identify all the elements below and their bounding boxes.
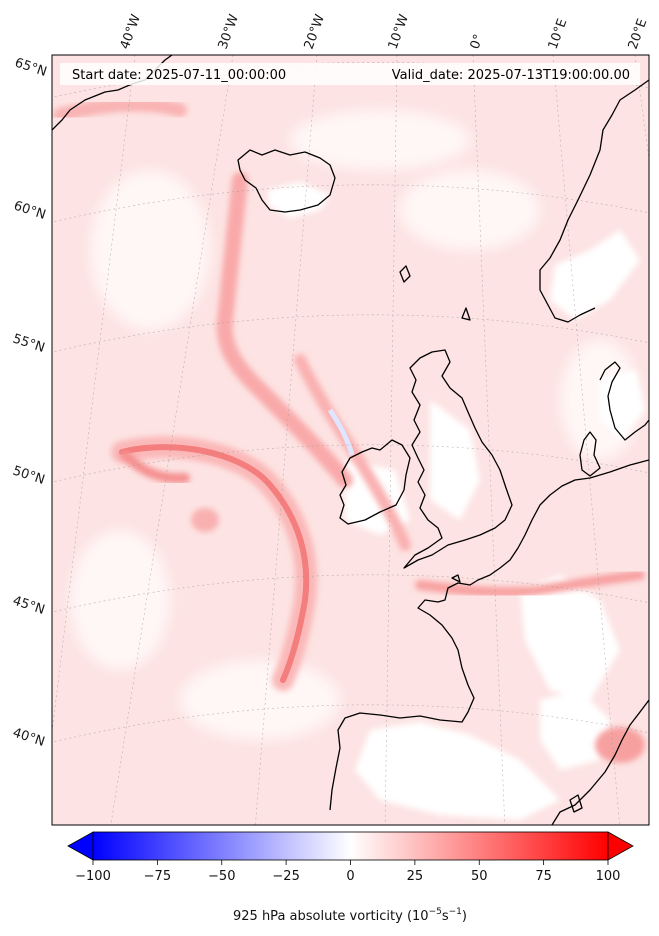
latitude-labels: 65°N 60°N 55°N 50°N 45°N 40°N bbox=[11, 56, 49, 750]
map-panel bbox=[52, 55, 649, 825]
colorbar-tick-label: 100 bbox=[596, 869, 621, 884]
header-backdrop bbox=[60, 63, 640, 85]
lon-label-10w: 10°W bbox=[386, 12, 412, 51]
colorbar-tick-label: 50 bbox=[471, 869, 488, 884]
map-frame bbox=[51, 54, 650, 826]
lat-label-50n: 50°N bbox=[11, 464, 47, 488]
colorbar-tick-label: 0 bbox=[346, 869, 354, 884]
coastlines bbox=[52, 55, 649, 825]
continent-coast bbox=[329, 459, 649, 811]
vorticity-band-northern-stream bbox=[216, 172, 353, 488]
iberia-south-coast bbox=[551, 699, 649, 825]
zero-vorticity-patches bbox=[268, 182, 645, 820]
colorbar-label-exp1: −5 bbox=[429, 907, 442, 917]
faroe-coast bbox=[399, 265, 411, 283]
longitude-labels: 40°W 30°W 20°W 10°W 0° 10°E 20°E bbox=[118, 12, 651, 51]
colorbar-label-mid: s bbox=[442, 909, 449, 924]
iceland-coast bbox=[237, 149, 336, 213]
colorbar-tick-label: 25 bbox=[407, 869, 424, 884]
vorticity-spot-west bbox=[191, 508, 219, 532]
lat-label-45n: 45°N bbox=[11, 594, 47, 618]
lat-label-55n: 55°N bbox=[11, 332, 47, 356]
denmark-coast bbox=[579, 431, 601, 477]
start-date-text: Start date: 2025-07-11_00:00:00 bbox=[72, 68, 286, 83]
colorbar-tick-label: −25 bbox=[272, 869, 299, 884]
ireland-coast bbox=[339, 439, 411, 525]
colorbar-tick-label: 75 bbox=[535, 869, 552, 884]
colorbar-label-exp2: −1 bbox=[449, 907, 462, 917]
colorbar-tick-label: −75 bbox=[144, 869, 171, 884]
vorticity-band-arc-core bbox=[119, 444, 310, 683]
lon-label-20e: 20°E bbox=[626, 17, 651, 52]
corsica-coast bbox=[569, 794, 583, 813]
colorbar-ticks: −100 −75 −50 −25 0 25 50 75 100 bbox=[75, 860, 620, 884]
norway-coast bbox=[539, 79, 649, 323]
colorbar-label-end: ) bbox=[462, 909, 467, 924]
colorbar-tick-label: −50 bbox=[208, 869, 235, 884]
sweden-coast bbox=[599, 361, 649, 441]
colorbar: −100 −75 −50 −25 0 25 50 75 100 925 hPa absolute… bbox=[67, 831, 634, 924]
vorticity-band-frontal bbox=[294, 354, 411, 551]
colorbar-label-main: 925 hPa absolute vorticity (10 bbox=[233, 909, 429, 924]
great-britain-coast bbox=[403, 349, 513, 569]
brittany-island bbox=[451, 574, 461, 583]
lat-label-40n: 40°N bbox=[11, 726, 47, 750]
lon-label-0: 0° bbox=[468, 32, 487, 51]
lat-label-65n: 65°N bbox=[13, 56, 49, 80]
colorbar-extend-high bbox=[607, 831, 634, 861]
lat-label-60n: 60°N bbox=[12, 199, 48, 223]
colorbar-tick-label: −100 bbox=[75, 869, 111, 884]
vorticity-band-biscay bbox=[415, 570, 645, 598]
colorbar-label: 925 hPa absolute vorticity (10−5s−1) bbox=[233, 907, 467, 924]
lon-label-10e: 10°E bbox=[546, 17, 571, 52]
lon-label-30w: 30°W bbox=[216, 12, 242, 51]
lon-label-40w: 40°W bbox=[118, 12, 144, 51]
vorticity-band-west bbox=[53, 97, 187, 122]
negative-vorticity-streak bbox=[327, 408, 355, 456]
vorticity-band-tail bbox=[120, 450, 190, 484]
shetland-coast bbox=[461, 307, 471, 321]
colorbar-gradient bbox=[92, 831, 609, 861]
colorbar-extend-low bbox=[67, 831, 94, 861]
lon-label-20w: 20°W bbox=[302, 12, 328, 51]
positive-vorticity-bands bbox=[53, 97, 645, 763]
valid-date-text: Valid_date: 2025-07-13T19:00:00.00 bbox=[392, 68, 630, 83]
